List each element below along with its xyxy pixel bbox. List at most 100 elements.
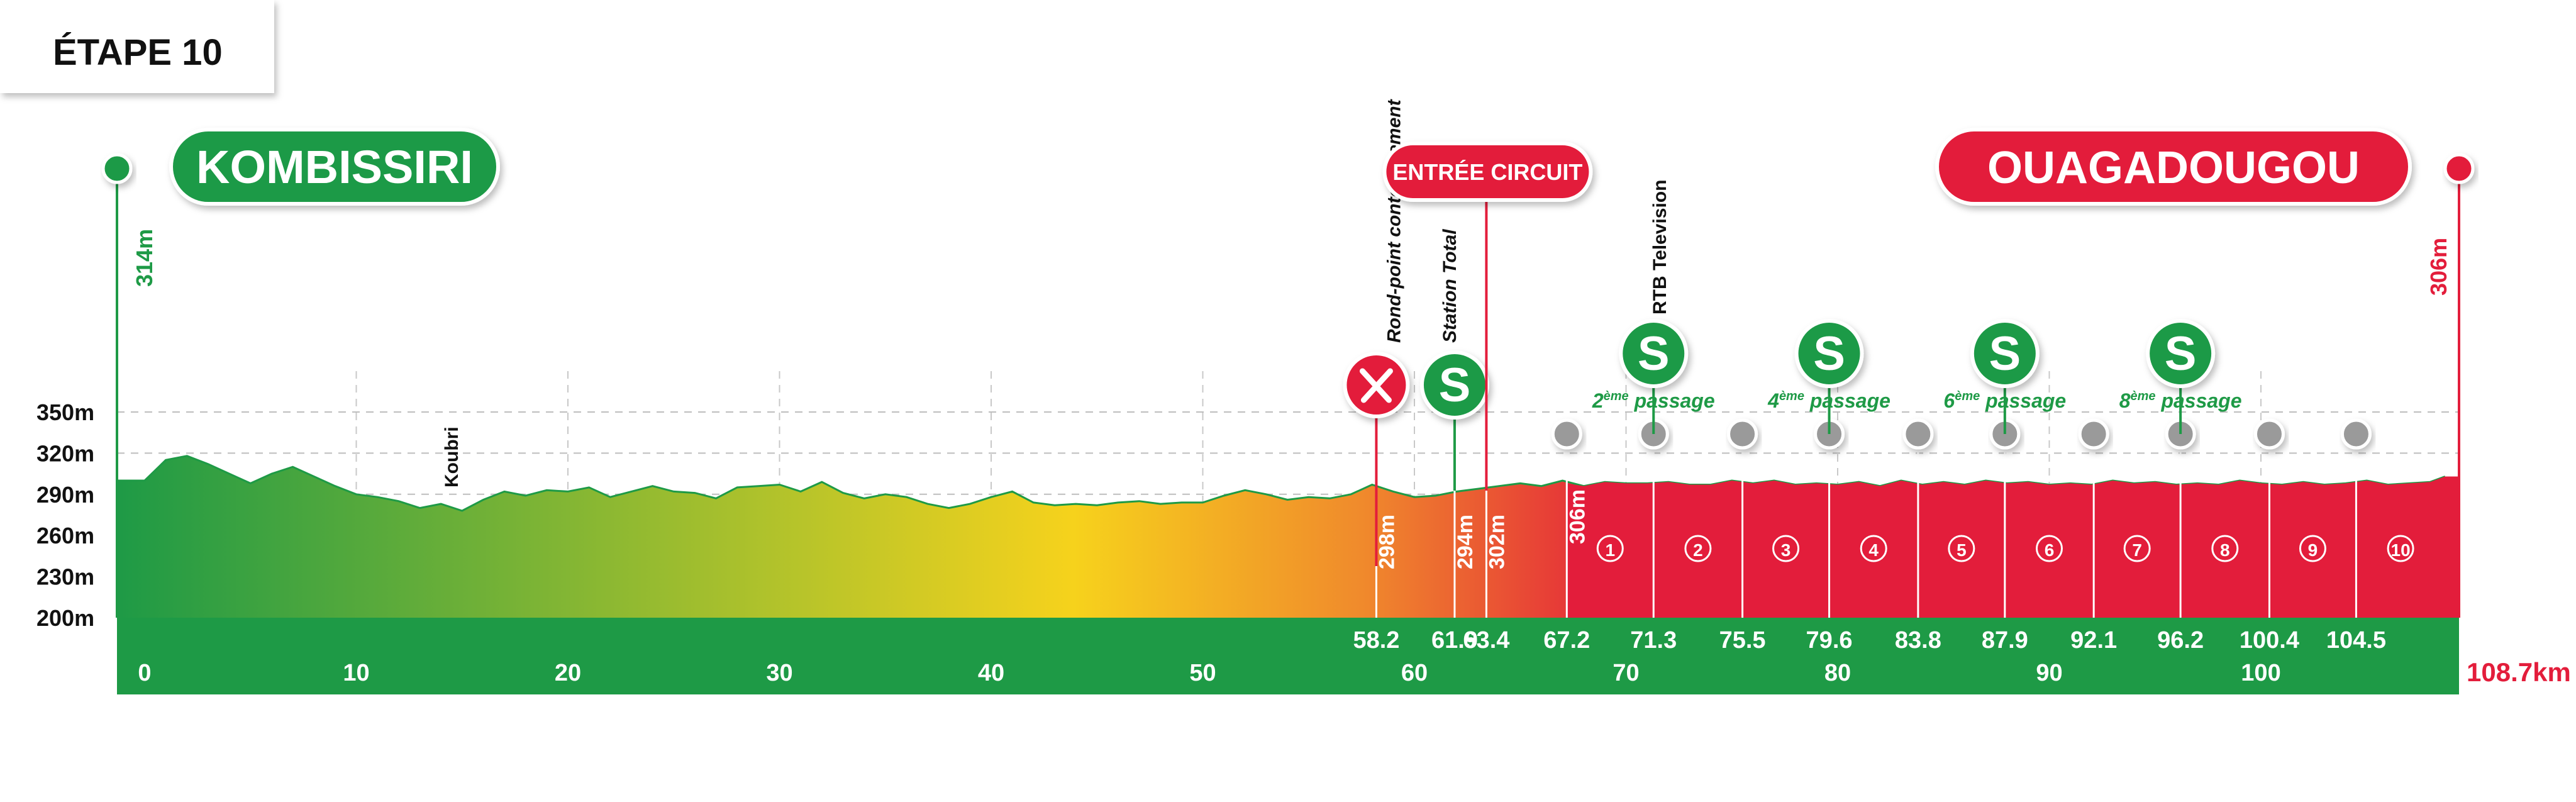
sprint-circle: [1970, 319, 2040, 388]
profile-line: [117, 455, 2446, 512]
finish-dot-icon: [2443, 153, 2475, 184]
x-tick-label: 10: [343, 660, 369, 686]
x-tick-label: 80: [1824, 660, 1851, 686]
y-tick-label: 260m: [36, 523, 94, 549]
lap-point-icon: [1902, 418, 1934, 450]
km-marker-label: 79.6: [1806, 627, 1853, 654]
place-label: Koubri: [441, 426, 462, 487]
lap-number: 3: [1781, 540, 1791, 560]
x-tick-label: 90: [2036, 660, 2062, 686]
circuit-fill: [1567, 476, 2459, 618]
lap-number-ring: [2036, 535, 2063, 562]
finish-city: OUAGADOUGOU: [1987, 143, 2360, 193]
place-label: Station Total: [1440, 229, 1460, 343]
km-marker-label: 92.1: [2070, 627, 2117, 654]
start-city-pill: [169, 128, 500, 206]
y-tick-label: 320m: [36, 440, 94, 466]
lap-number: 1: [1605, 540, 1615, 560]
lap-point-icon: [1727, 418, 1758, 450]
y-tick-label: 200m: [36, 605, 94, 631]
sprint-passage-label: 4ème passage: [1767, 389, 1890, 412]
km-marker-label: 61.9: [1431, 627, 1478, 654]
feed-zone-icon: [1343, 352, 1410, 418]
sprint-icon: S: [1794, 319, 1864, 388]
finish-city-pill: [1935, 128, 2412, 206]
circuit-entry-bg: [1382, 142, 1593, 202]
km-marker-label: 75.5: [1719, 627, 1766, 654]
km-marker-label: 83.8: [1895, 627, 1941, 654]
x-tick-label: 30: [766, 660, 792, 686]
lap-point-icon: [2253, 418, 2285, 450]
x-tick-label: 60: [1401, 660, 1428, 686]
lap-point-icon: [2078, 418, 2109, 450]
lap-number: 6: [2045, 540, 2055, 560]
sprint-letter: S: [1439, 359, 1471, 412]
lap-number: 9: [2308, 540, 2318, 560]
y-tick-label: 350m: [36, 399, 94, 425]
km-marker-label: 63.4: [1463, 627, 1509, 654]
sprint-letter: S: [1813, 327, 1845, 381]
lap-number: 4: [1868, 540, 1879, 560]
point-altitude-label: 302m: [1485, 515, 1509, 569]
point-altitude-label: 294m: [1453, 515, 1477, 569]
lap-number: 2: [1693, 540, 1703, 560]
sprint-passage-label: 8ème passage: [2119, 389, 2242, 412]
km-marker-label: 96.2: [2157, 627, 2204, 654]
lap-number: 8: [2220, 540, 2230, 560]
sprint-circle: [1619, 319, 1689, 388]
stage-title: ÉTAPE 10: [53, 32, 223, 73]
sprint-icon: S: [2146, 319, 2216, 388]
lap-point-icon: [1551, 418, 1582, 450]
sprint-circle: [2146, 319, 2216, 388]
place-label: RTB Television: [1650, 180, 1670, 315]
km-marker-label: 58.2: [1353, 627, 1399, 654]
lap-number-ring: [2299, 535, 2326, 562]
km-marker-label: 87.9: [1982, 627, 2028, 654]
x-tick-label: 40: [978, 660, 1004, 686]
sprint-circle: [1794, 319, 1864, 388]
lap-point-icon: [2340, 418, 2372, 450]
circuit-entry-label: ENTRÉE CIRCUIT: [1392, 159, 1582, 185]
x-tick-label: 70: [1613, 660, 1639, 686]
lap-number: 5: [1957, 540, 1967, 560]
y-axis-labels: 200m 230m 260m 290m 320m 350m: [36, 399, 94, 631]
lap-number-ring: [1948, 535, 1975, 562]
start-marker: KOMBISSIRI 314m: [101, 128, 500, 618]
y-tick-label: 290m: [36, 482, 94, 508]
x-tick-label: 0: [138, 660, 151, 686]
start-altitude: 314m: [131, 229, 157, 287]
lap-number-ring: [2211, 535, 2239, 562]
lap-number: 7: [2132, 540, 2142, 560]
distance-band-bg: [117, 618, 2459, 694]
point-altitude-label: 306m: [1565, 489, 1589, 544]
fork-knife-icon: [1359, 368, 1393, 403]
lap-number-ring: [1684, 535, 1712, 562]
x-tick-label: 50: [1189, 660, 1216, 686]
sprint-letter: S: [2165, 327, 2197, 381]
km-marker-label: 67.2: [1543, 627, 1590, 654]
sprint-icon: S: [1970, 319, 2040, 388]
point-altitude-label: 298m: [1375, 515, 1399, 569]
x-tick-label: 100: [2241, 660, 2280, 686]
km-markers: 1 2 3 4 5 6 7 8 9 10: [1375, 418, 2414, 618]
start-dot-icon: [101, 153, 133, 184]
sprint-letter: S: [1638, 327, 1670, 381]
lap-number: 10: [2391, 540, 2411, 560]
x-tick-label: 20: [555, 660, 581, 686]
sprint-icon: S: [1619, 319, 1689, 388]
lap-number-ring: [1860, 535, 1887, 562]
km-marker-label: 104.5: [2326, 627, 2386, 654]
y-tick-label: 230m: [36, 564, 94, 590]
circuit-entry-pill: ENTRÉE CIRCUIT: [1382, 142, 1593, 202]
start-city: KOMBISSIRI: [196, 141, 473, 193]
km-marker-label: 100.4: [2240, 627, 2299, 654]
sprint-passage-label: 6ème passage: [1943, 389, 2066, 412]
finish-altitude: 306m: [2426, 238, 2451, 296]
sprint-passage-label: 2ème passage: [1592, 389, 1715, 412]
stage-title-box: ÉTAPE 10: [0, 0, 274, 93]
lap-number-ring: [2387, 535, 2414, 562]
place-label: Rond-point contournement: [1384, 98, 1404, 343]
km-marker-label: 71.3: [1630, 627, 1677, 654]
annotations: 298m 294m 302m 306m Koubri Rond-point contour…: [441, 98, 2242, 569]
